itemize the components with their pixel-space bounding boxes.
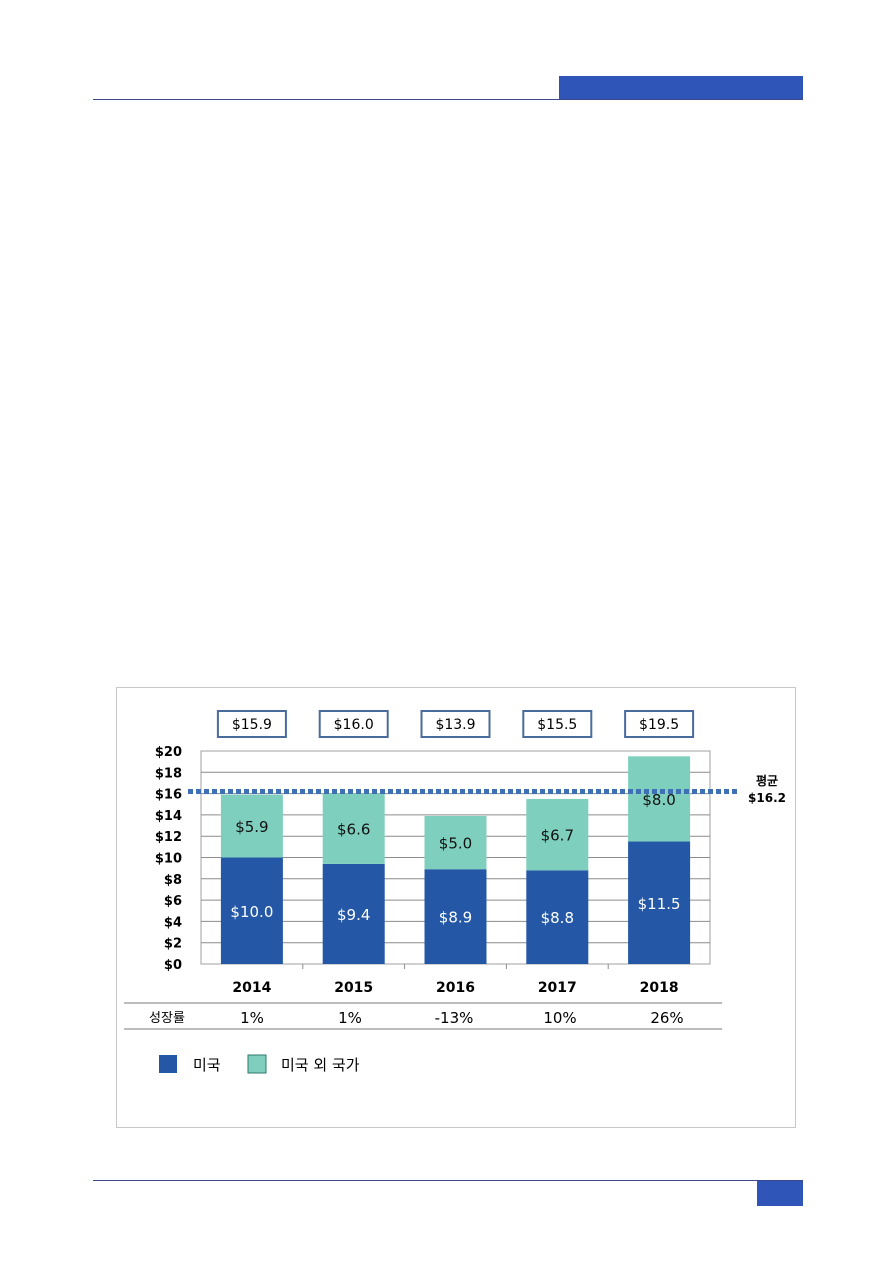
y-tick-label: $12 bbox=[155, 830, 182, 845]
bar-segment bbox=[322, 863, 385, 964]
y-tick-label: $10 bbox=[155, 852, 182, 867]
average-label: 평균 bbox=[756, 774, 778, 788]
total-box bbox=[522, 710, 593, 738]
total-label: $15.9 bbox=[232, 717, 272, 733]
bar-data-label: $6.7 bbox=[541, 827, 574, 845]
total-label: $13.9 bbox=[435, 717, 475, 733]
y-tick-label: $4 bbox=[164, 915, 182, 930]
x-category-label: 2018 bbox=[640, 980, 679, 996]
bar-segment bbox=[526, 798, 589, 871]
y-tick-label: $8 bbox=[164, 873, 182, 888]
bar-segment bbox=[628, 841, 691, 964]
total-box bbox=[624, 710, 695, 738]
legend-swatch-us bbox=[159, 1055, 177, 1073]
growth-value: 10% bbox=[543, 1009, 576, 1027]
total-box bbox=[420, 710, 491, 738]
x-category-label: 2017 bbox=[538, 980, 577, 996]
x-category-label: 2015 bbox=[334, 980, 373, 996]
bar-data-label: $11.5 bbox=[638, 895, 681, 913]
legend-label-non-us: 미국 외 국가 bbox=[281, 1056, 360, 1074]
y-tick-label: $14 bbox=[155, 809, 182, 824]
footer-rule bbox=[93, 1180, 803, 1181]
bar-data-label: $5.9 bbox=[235, 818, 268, 836]
growth-value: 1% bbox=[240, 1009, 264, 1027]
legend-swatch-non-us bbox=[247, 1054, 267, 1074]
bar-data-label: $10.0 bbox=[230, 903, 273, 921]
footer-page-tab bbox=[757, 1181, 803, 1206]
total-label: $16.0 bbox=[334, 717, 374, 733]
bar-segment bbox=[628, 756, 691, 842]
bar-data-label: $5.0 bbox=[439, 835, 472, 853]
y-tick-label: $16 bbox=[155, 788, 182, 803]
bar-data-label: $8.0 bbox=[642, 791, 675, 809]
y-tick-label: $20 bbox=[155, 745, 182, 760]
x-category-label: 2016 bbox=[436, 980, 475, 996]
y-tick-label: $6 bbox=[164, 894, 182, 909]
y-tick-label: $2 bbox=[164, 937, 182, 952]
bar-segment bbox=[526, 870, 589, 964]
bar-data-label: $8.8 bbox=[541, 909, 574, 927]
y-tick-label: $18 bbox=[155, 766, 182, 781]
growth-value: -13% bbox=[435, 1009, 474, 1027]
total-box bbox=[318, 710, 389, 738]
x-category-label: 2014 bbox=[232, 980, 271, 996]
total-label: $15.5 bbox=[537, 717, 577, 733]
bar-segment bbox=[220, 794, 283, 858]
header-rule bbox=[93, 99, 803, 100]
bar-segment bbox=[322, 793, 385, 864]
growth-row-label: 성장률 bbox=[149, 1011, 185, 1026]
figure-frame bbox=[116, 687, 796, 1128]
bar-data-label: $9.4 bbox=[337, 906, 370, 924]
bar-data-label: $8.9 bbox=[439, 909, 472, 927]
average-value: $16.2 bbox=[748, 791, 786, 805]
bar-segment bbox=[424, 815, 487, 870]
y-tick-label: $0 bbox=[164, 958, 182, 973]
bar-segment bbox=[424, 869, 487, 964]
header-accent-tab bbox=[559, 76, 803, 100]
total-label: $19.5 bbox=[639, 717, 679, 733]
bar-data-label: $6.6 bbox=[337, 821, 370, 839]
legend-label-us: 미국 bbox=[193, 1056, 221, 1074]
bar-segment bbox=[220, 857, 283, 964]
growth-value: 26% bbox=[650, 1009, 683, 1027]
total-box bbox=[216, 710, 287, 738]
growth-value: 1% bbox=[338, 1009, 362, 1027]
